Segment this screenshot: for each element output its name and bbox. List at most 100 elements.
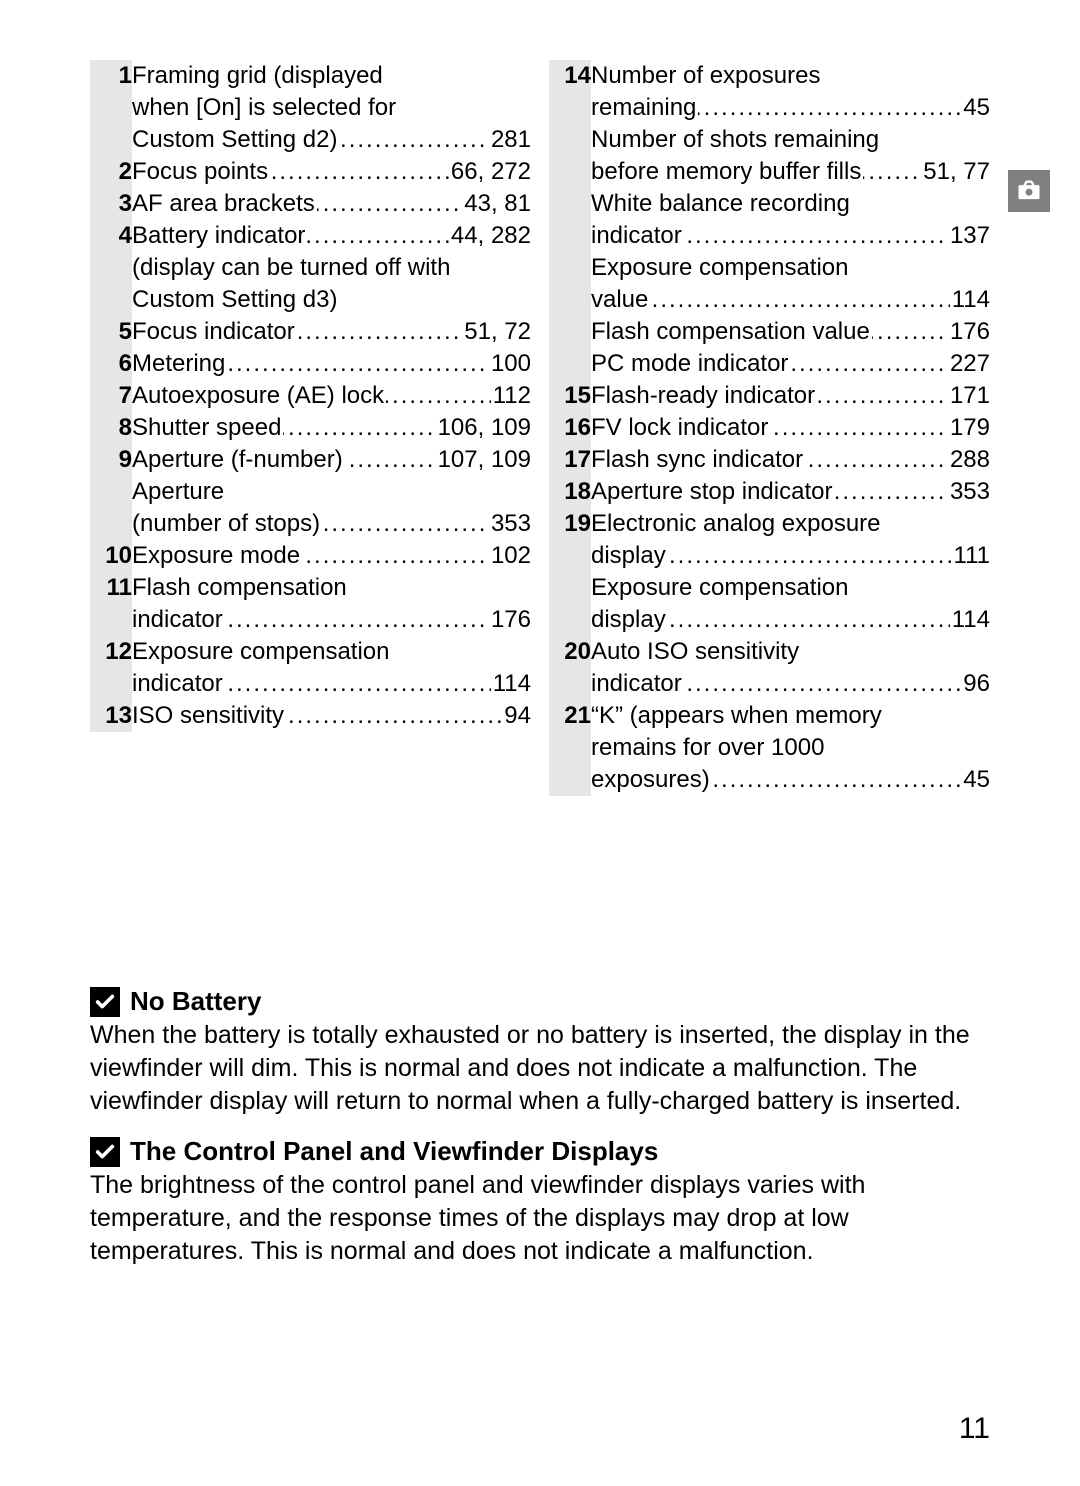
index-page-ref: 176 [948,316,990,348]
index-page-ref: 94 [502,700,531,732]
index-entry: 51, 72 Focus indicator [132,316,531,348]
index-entry: 176Flash compensation value [591,316,990,348]
index-text: Exposure compensation [591,254,850,281]
index-line: 44, 282Battery indicator [132,220,531,252]
index-text: FV lock indicator [591,414,770,441]
index-text: indicator [591,222,684,249]
index-number: 18 [549,476,591,508]
index-entry: 100Metering [132,348,531,380]
index-row: 6100Metering [90,348,531,380]
index-page-ref: 288 [948,444,990,476]
index-line: 114value [591,284,990,316]
index-text: Metering [132,350,227,377]
index-row: White balance recording [549,188,990,220]
index-row: 353(number of stops) [90,508,531,540]
index-row: Exposure compensation [549,572,990,604]
note-heading: The Control Panel and Viewfinder Display… [90,1136,990,1167]
index-number [549,316,591,348]
index-entry: 45exposures) [591,764,990,796]
note-body: When the battery is totally exhausted or… [90,1019,990,1118]
index-entry: 171 Flash-ready indicator [591,380,990,412]
index-number: 15 [549,380,591,412]
index-row: 111display [549,540,990,572]
index-line: 114display [591,604,990,636]
index-entry: White balance recording [591,188,990,220]
index-line: 96indicator [591,668,990,700]
index-entry: 102Exposure mode [132,540,531,572]
index-entry: remains for over 1000 [591,732,990,764]
index-number [549,764,591,796]
index-text: Electronic analog exposure [591,510,883,537]
index-entry: 111display [591,540,990,572]
index-row: 51, 77before memory buffer fills [549,156,990,188]
index-entry: Aperture [132,476,531,508]
index-number: 10 [90,540,132,572]
index-number: 4 [90,220,132,252]
index-text: Autoexposure (AE) lock [132,382,386,409]
index-text: Focus indicator [132,318,297,345]
index-text: Framing grid (displayed [132,62,385,89]
index-line: “K” (appears when memory [591,700,990,732]
index-entry: 179 FV lock indicator [591,412,990,444]
index-line: Framing grid (displayed [132,60,531,92]
index-number: 14 [549,60,591,92]
index-text: exposures) [591,766,712,793]
index-number: 19 [549,508,591,540]
index-line: 353Aperture stop indicator [591,476,990,508]
index-entry: 106, 109Shutter speed [132,412,531,444]
index-text: White balance recording [591,190,852,217]
index-entry: Auto ISO sensitivity [591,636,990,668]
index-text: Flash compensation [132,574,349,601]
index-line: Number of exposures [591,60,990,92]
index-row: 17288Flash sync indicator [549,444,990,476]
index-row: 21“K” (appears when memory [549,700,990,732]
index-page-ref: 51, 72 [462,316,531,348]
index-page-ref: 112 [491,380,531,412]
index-text: indicator [591,670,684,697]
index-line: Exposure compensation [132,636,531,668]
index-line: 43, 81AF area brackets [132,188,531,220]
index-page-ref: 353 [948,476,990,508]
index-entry: 353(number of stops) [132,508,531,540]
index-number: 1 [90,60,132,92]
index-line: 45exposures) [591,764,990,796]
index-column-right: 14Number of exposures45remainingNumber o… [549,60,990,796]
index-number [549,604,591,636]
index-page-ref: 171 [948,380,990,412]
note-title: The Control Panel and Viewfinder Display… [130,1136,658,1167]
index-number [549,252,591,284]
index-row: 20Auto ISO sensitivity [549,636,990,668]
note-body: The brightness of the control panel and … [90,1169,990,1268]
index-entry: 353Aperture stop indicator [591,476,990,508]
index-text: PC mode indicator [591,350,790,377]
index-line: 227PC mode indicator [591,348,990,380]
index-entry: 44, 282Battery indicator [132,220,531,252]
index-number [90,476,132,508]
index-text: Flash-ready indicator [591,382,817,409]
index-row: 266, 272Focus points [90,156,531,188]
index-number: 3 [90,188,132,220]
index-table: 14Number of exposures45remainingNumber o… [549,60,990,796]
index-text: Exposure compensation [132,638,391,665]
index-line: 176Flash compensation value [591,316,990,348]
index-number [549,540,591,572]
index-number [549,572,591,604]
index-columns: 1Framing grid (displayed when [On] is sel… [90,60,990,796]
index-entry: Exposure compensation [132,636,531,668]
index-entry: 112 Autoexposure (AE) lock [132,380,531,412]
index-line: Number of shots remaining [591,124,990,156]
index-text: Battery indicator [132,222,307,249]
index-text: Number of exposures [591,62,822,89]
index-entry: when [On] is selected for [132,92,531,124]
index-entry: Exposure compensation [591,252,990,284]
index-row: 11Flash compensation [90,572,531,604]
index-row: 114value [549,284,990,316]
index-column-left: 1Framing grid (displayed when [On] is sel… [90,60,531,796]
index-page-ref: 179 [948,412,990,444]
index-text: Auto ISO sensitivity [591,638,801,665]
index-line: 107, 109Aperture (f-number) [132,444,531,476]
index-text: AF area brackets [132,190,317,217]
index-row: 45exposures) [549,764,990,796]
index-row: (display can be turned off with [90,252,531,284]
index-number: 16 [549,412,591,444]
